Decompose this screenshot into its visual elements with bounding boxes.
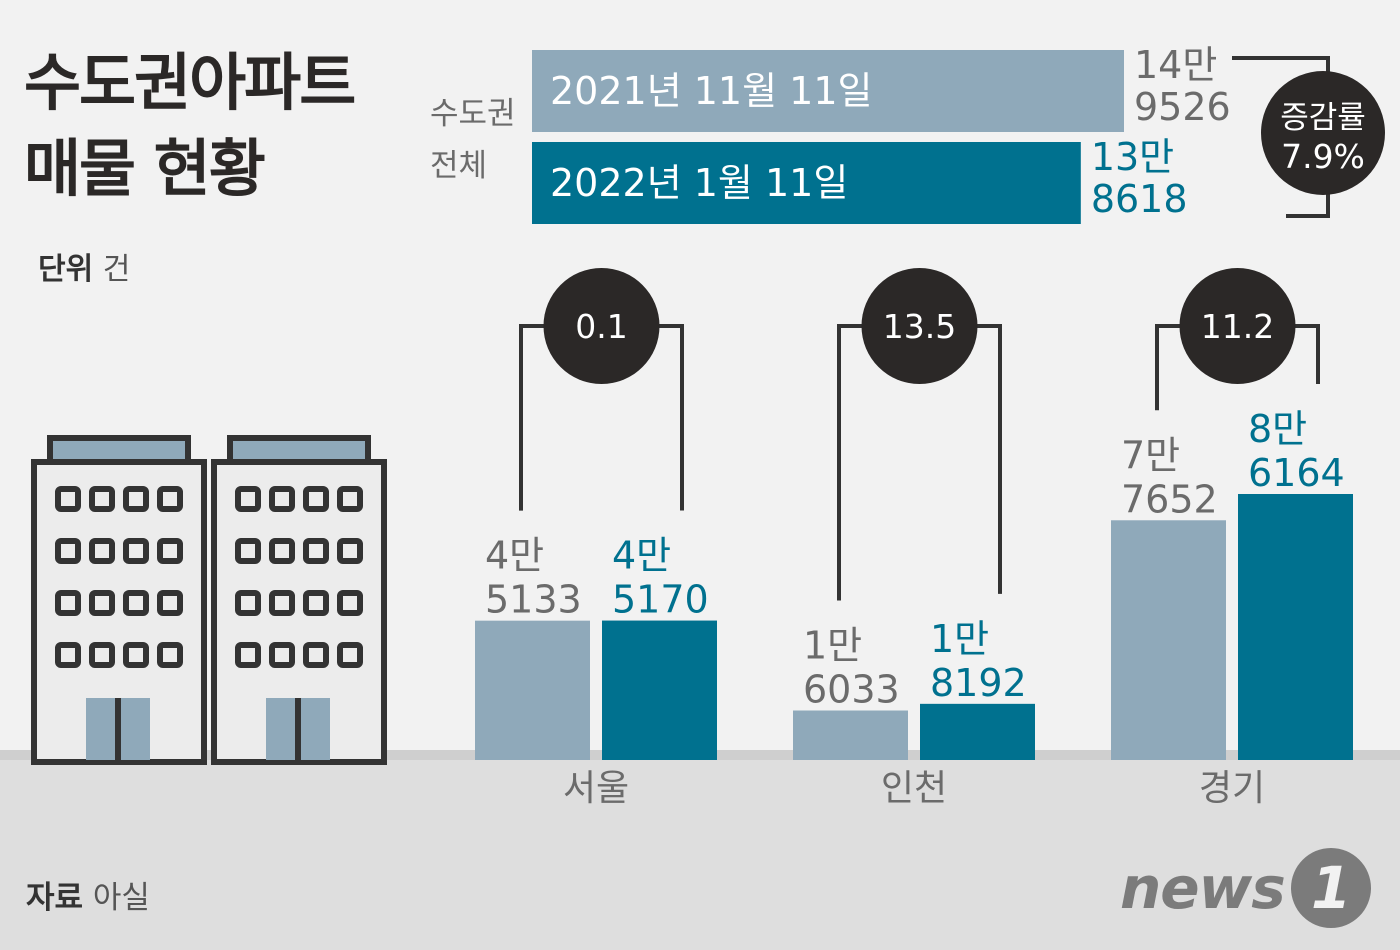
building-window <box>269 642 295 668</box>
building-window <box>157 486 183 512</box>
change-rate-인천: 13.5 <box>883 307 956 346</box>
building-window <box>123 538 149 564</box>
total-label-line-2: 전체 <box>430 148 488 184</box>
total-value-line2-2: 8618 <box>1091 177 1188 221</box>
total-label-line-1: 수도권 <box>430 96 516 132</box>
change-bracket-인천 <box>837 324 1002 601</box>
building-window <box>55 486 81 512</box>
building-window <box>269 486 295 512</box>
building-window <box>235 642 261 668</box>
total-bar-date-2: 2022년 1월 11일 <box>550 161 848 205</box>
building-window <box>89 642 115 668</box>
building-window <box>157 590 183 616</box>
source-note: 자료 아실 <box>26 872 150 917</box>
building-window <box>55 590 81 616</box>
building-window <box>337 642 363 668</box>
total-value-line1-2: 13만 <box>1091 135 1174 179</box>
unit-label: 단위 <box>38 252 94 287</box>
bar-경기-1 <box>1111 520 1226 760</box>
change-circle-경기 <box>1179 268 1296 384</box>
building-window <box>235 590 261 616</box>
total-change-value: 7.9% <box>1281 137 1365 176</box>
building-window <box>123 590 149 616</box>
building-window <box>123 642 149 668</box>
bar-label-line1-경기-1: 7만 <box>1121 433 1180 477</box>
bar-경기-2 <box>1238 494 1353 760</box>
bar-서울-1 <box>475 620 590 760</box>
news1-logo: news 1 <box>1120 848 1371 928</box>
building-window <box>303 486 329 512</box>
logo-text: news <box>1120 854 1286 922</box>
category-label-경기: 경기 <box>1199 768 1265 809</box>
bar-인천-1 <box>793 710 908 760</box>
bar-서울-2 <box>602 620 717 760</box>
bar-label-line2-경기-1: 7652 <box>1121 477 1218 521</box>
building-window <box>157 642 183 668</box>
building-window <box>303 538 329 564</box>
total-value-line1-1: 14만 <box>1134 43 1217 87</box>
ground-band <box>0 755 1400 950</box>
unit-value: 건 <box>102 252 131 287</box>
building-window <box>303 590 329 616</box>
change-circle-서울 <box>543 268 660 384</box>
bar-label-line2-인천-1: 6033 <box>803 668 900 712</box>
building-window <box>337 538 363 564</box>
bar-label-line1-경기-2: 8만 <box>1248 407 1307 451</box>
building-window <box>337 486 363 512</box>
total-change-title: 증감률 <box>1280 100 1366 136</box>
source-value: 아실 <box>92 880 150 916</box>
apartment-buildings-illustration <box>31 435 387 765</box>
building-window <box>303 642 329 668</box>
bar-label-line1-인천-2: 1만 <box>930 617 989 661</box>
change-rate-경기: 11.2 <box>1201 307 1274 346</box>
unit-note: 단위 건 <box>38 244 130 288</box>
change-bracket-경기 <box>1155 324 1320 411</box>
total-bar-date-1: 2021년 11월 11일 <box>550 69 872 113</box>
bar-label-line1-서울-1: 4만 <box>485 534 544 578</box>
bar-label-line2-서울-1: 5133 <box>485 578 582 622</box>
building-window <box>123 486 149 512</box>
total-change-circle <box>1261 71 1385 195</box>
total-label: 수도권 전체 <box>430 88 530 192</box>
title-line-1: 수도권아파트 <box>24 46 356 119</box>
building-window <box>235 486 261 512</box>
bar-label-line2-서울-2: 5170 <box>612 578 709 622</box>
building-window <box>55 538 81 564</box>
source-label: 자료 <box>26 880 84 916</box>
building-window <box>157 538 183 564</box>
page-title: 수도권아파트 매물 현황 <box>24 40 356 212</box>
building-window <box>89 538 115 564</box>
total-bar-2 <box>532 142 1081 224</box>
bar-label-line1-인천-1: 1만 <box>803 624 862 668</box>
change-rate-서울: 0.1 <box>575 307 627 346</box>
change-bracket-서울 <box>519 324 684 511</box>
bar-label-line1-서울-2: 4만 <box>612 534 671 578</box>
bar-인천-2 <box>920 703 1035 760</box>
logo-number: 1 <box>1290 848 1371 928</box>
total-value-line2-1: 9526 <box>1134 85 1231 129</box>
building-window <box>89 486 115 512</box>
category-label-인천: 인천 <box>881 768 947 809</box>
building-window <box>235 538 261 564</box>
building-window <box>269 538 295 564</box>
building-window <box>89 590 115 616</box>
title-line-2: 매물 현황 <box>24 132 266 205</box>
building-window <box>269 590 295 616</box>
bar-label-line2-인천-2: 8192 <box>930 661 1027 705</box>
category-label-서울: 서울 <box>563 768 629 809</box>
regional-bars: 4만51334만5170서울0.11만60331만8192인천13.57만765… <box>475 268 1353 809</box>
building-window <box>55 642 81 668</box>
bar-label-line2-경기-2: 6164 <box>1248 451 1345 495</box>
total-bar-1 <box>532 50 1124 132</box>
building-window <box>337 590 363 616</box>
change-circle-인천 <box>861 268 978 384</box>
